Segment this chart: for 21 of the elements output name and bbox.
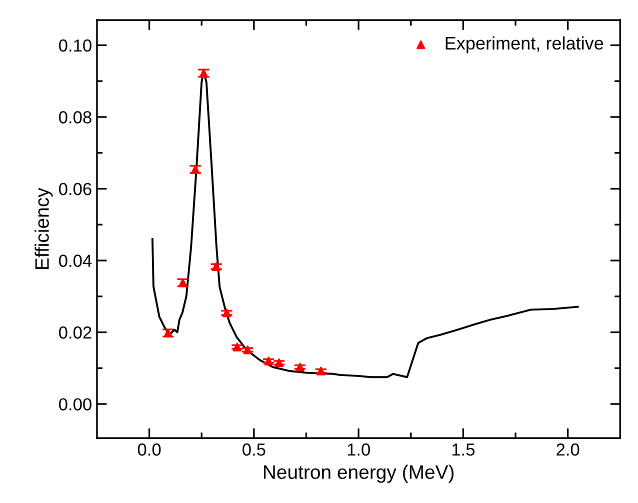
- x-tick-label: 0.0: [138, 443, 161, 456]
- x-axis-title: Neutron energy (MeV): [264, 464, 454, 483]
- point: [296, 362, 304, 372]
- point: [212, 262, 221, 271]
- x-tick-label: 0.5: [242, 443, 266, 456]
- point: [178, 278, 188, 288]
- y-tick-label: 0.04: [59, 254, 92, 267]
- y-tick-label: 0.00: [59, 398, 92, 410]
- x-tick-label: 1.0: [348, 443, 370, 456]
- x-tick-label: 1.5: [452, 444, 475, 456]
- point: [222, 308, 232, 318]
- y-axis-title: Efficiency: [34, 188, 53, 269]
- legend-label: Experiment, relative: [446, 36, 604, 54]
- y-tick-label: 0.02: [59, 326, 92, 339]
- x-tick-label: 2.0: [556, 443, 580, 456]
- point: [199, 68, 208, 78]
- y-tick-label: 0.08: [59, 111, 92, 124]
- point: [316, 366, 326, 376]
- y-tick-label: 0.10: [59, 39, 92, 52]
- y-tick-label: 0.06: [59, 182, 92, 196]
- point: [164, 328, 172, 338]
